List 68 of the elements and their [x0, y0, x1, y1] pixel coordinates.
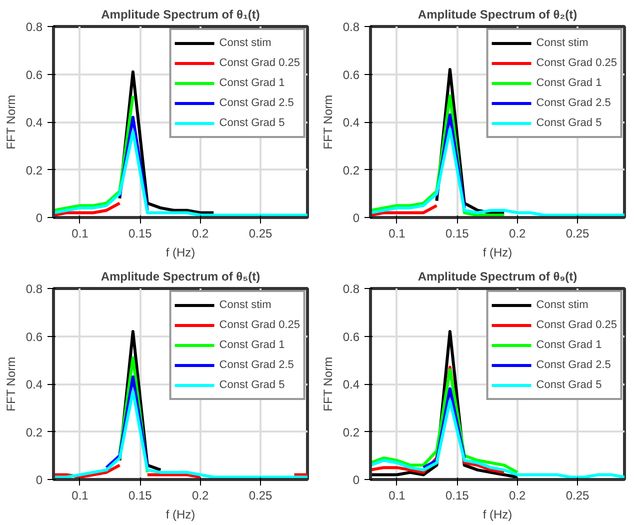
legend-label: Const Grad 2.5: [536, 358, 611, 372]
legend-label: Const Grad 0.25: [536, 318, 617, 332]
y-tick-label: 0.4: [342, 116, 360, 130]
x-axis-title: f (Hz): [166, 508, 196, 522]
legend-label: Const stim: [536, 36, 588, 50]
y-axis-title: FFT Norm: [4, 356, 18, 412]
legend-label: Const Grad 1: [219, 76, 285, 90]
x-tick-label: 0.2: [192, 488, 210, 502]
y-tick-label: 0.6: [342, 330, 360, 344]
chart-title: Amplitude Spectrum of θ₂(t): [418, 8, 578, 22]
x-tick-label: 0.2: [509, 488, 526, 502]
x-tick-label: 0.15: [445, 226, 470, 240]
x-tick-label: 0.1: [72, 226, 89, 240]
legend-label: Const Grad 1: [536, 338, 602, 352]
y-tick-label: 0.8: [342, 282, 360, 296]
y-tick-label: 0: [352, 211, 360, 225]
y-tick-label: 0.4: [26, 116, 43, 130]
x-tick-label: 0.25: [566, 488, 590, 502]
legend-label: Const Grad 1: [536, 76, 602, 90]
legend-label: Const stim: [219, 298, 272, 312]
x-tick-label: 0.25: [248, 226, 273, 240]
y-tick-label: 0: [36, 473, 43, 487]
y-axis-title: FFT Norm: [320, 356, 335, 412]
x-axis-title: f (Hz): [166, 246, 196, 260]
x-tick-label: 0.25: [248, 488, 273, 502]
y-tick-label: 0.8: [26, 282, 43, 296]
y-tick-label: 0: [36, 211, 43, 225]
legend-label: Const Grad 5: [219, 116, 285, 130]
x-tick-label: 0.1: [72, 488, 89, 502]
y-tick-label: 0.8: [342, 20, 360, 34]
legend-label: Const stim: [536, 298, 588, 312]
x-tick-label: 0.15: [128, 226, 152, 240]
chart-title: Amplitude Spectrum of θ₅(t): [100, 270, 260, 284]
y-tick-label: 0.8: [26, 20, 43, 34]
x-tick-label: 0.15: [128, 488, 152, 502]
y-tick-label: 0.6: [26, 330, 43, 344]
y-tick-label: 0.4: [342, 378, 360, 392]
x-tick-label: 0.15: [445, 488, 470, 502]
chart-title: Amplitude Spectrum of θ₁(t): [101, 8, 260, 22]
legend-label: Const Grad 2.5: [219, 358, 294, 372]
y-tick-label: 0: [352, 473, 360, 487]
y-tick-label: 0.2: [342, 425, 360, 440]
chart-title: Amplitude Spectrum of θ₉(t): [418, 270, 578, 284]
y-tick-label: 0.4: [26, 378, 43, 392]
y-axis-title: FFT Norm: [4, 94, 18, 150]
legend-label: Const Grad 5: [219, 378, 285, 392]
legend-label: Const Grad 0.25: [219, 56, 300, 70]
x-axis-title: f (Hz): [482, 508, 512, 522]
y-tick-label: 0.6: [342, 68, 360, 82]
y-axis-title: FFT Norm: [320, 94, 335, 150]
x-tick-label: 0.1: [388, 488, 406, 502]
y-tick-label: 0.2: [26, 163, 43, 178]
x-tick-label: 0.2: [509, 226, 526, 240]
legend-label: Const Grad 0.25: [536, 56, 617, 70]
legend-label: Const Grad 2.5: [536, 96, 611, 110]
legend-label: Const stim: [219, 36, 272, 50]
legend-label: Const Grad 5: [536, 116, 602, 130]
x-tick-label: 0.1: [388, 226, 406, 240]
legend-label: Const Grad 1: [219, 338, 285, 352]
legend-label: Const Grad 0.25: [219, 318, 300, 332]
x-tick-label: 0.2: [192, 226, 210, 240]
x-tick-label: 0.25: [566, 226, 590, 240]
y-tick-label: 0.6: [26, 68, 43, 82]
legend-label: Const Grad 2.5: [219, 96, 294, 110]
y-tick-label: 0.2: [26, 425, 43, 440]
legend-label: Const Grad 5: [536, 378, 602, 392]
x-axis-title: f (Hz): [482, 246, 512, 260]
y-tick-label: 0.2: [342, 163, 360, 178]
